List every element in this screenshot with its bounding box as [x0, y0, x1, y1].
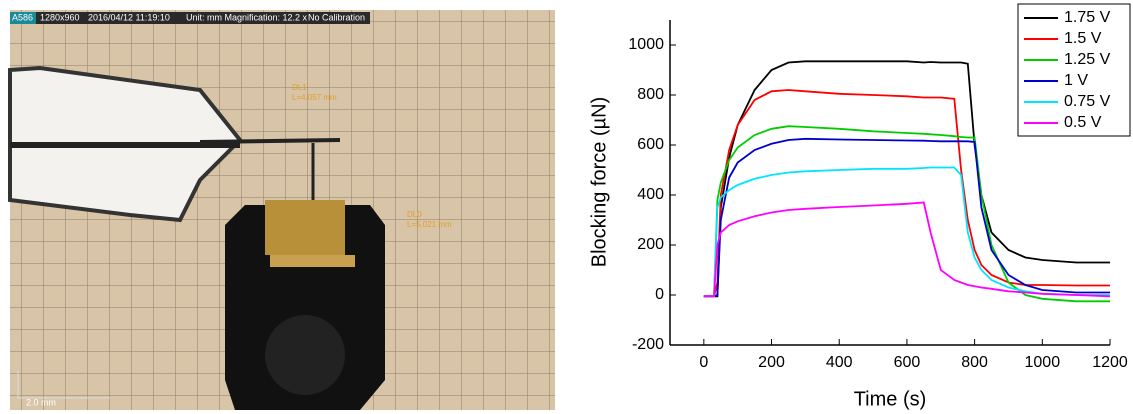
annotation: DL1 — [292, 83, 307, 92]
legend-label: 0.5 V — [1064, 114, 1102, 131]
x-tick-label: 400 — [826, 354, 853, 371]
header-text: A586 — [12, 12, 33, 22]
series-line — [703, 60, 1110, 298]
series-line — [703, 201, 1111, 298]
x-tick-label: 800 — [961, 354, 988, 371]
y-tick-label: 1000 — [628, 36, 664, 53]
series-line — [703, 166, 1110, 298]
header-text: 1280x960 — [40, 12, 80, 22]
board-hole — [265, 315, 345, 395]
legend-label: 1 V — [1064, 72, 1088, 89]
series-line — [703, 89, 1110, 298]
scale-bar — [17, 370, 110, 399]
header-bar — [10, 12, 370, 24]
legend-label: 1.75 V — [1064, 9, 1111, 26]
y-axis-label: Blocking force (µN) — [588, 97, 610, 267]
y-tick-label: 400 — [637, 186, 664, 203]
x-tick-label: 1200 — [1092, 354, 1128, 371]
legend-box — [1017, 3, 1131, 137]
chart: Blocking force (µN) Time (s) -200 0 200 400… — [588, 3, 1131, 410]
y-tick-label: 200 — [637, 236, 664, 253]
x-tick-label: 600 — [894, 354, 921, 371]
legend-label: 1.25 V — [1064, 51, 1111, 68]
header-id — [10, 12, 36, 24]
series-line — [703, 125, 1110, 303]
x-axis-label: Time (s) — [854, 388, 927, 410]
series-line — [703, 137, 1110, 298]
legend-label: 0.75 V — [1064, 93, 1111, 110]
y-tick-label: -200 — [632, 336, 664, 353]
gold-pad — [265, 200, 345, 255]
scale-bar-label: 2.0 mm — [26, 397, 56, 407]
annotation: L=4.057 mm — [292, 93, 337, 102]
y-tick-label: 600 — [637, 136, 664, 153]
gold-clamp — [270, 255, 355, 267]
actuator — [199, 138, 341, 144]
x-tick-label: 200 — [758, 354, 785, 371]
x-tick-label: 1000 — [1025, 354, 1061, 371]
header-text: 2016/04/12 11:19:10 — [88, 12, 170, 22]
x-tick-label: 0 — [699, 354, 708, 371]
annotation: L=5.021 mm — [407, 220, 452, 229]
y-tick-label: 800 — [637, 86, 664, 103]
legend-label: 1.5 V — [1064, 30, 1102, 47]
y-tick-label: 0 — [655, 286, 664, 303]
annotation: DL0 — [407, 210, 422, 219]
header-text: Unit: mm Magnification: 12.2 x — [186, 12, 308, 22]
photo: A586 1280x960 2016/04/12 11:19:10 Unit: … — [8, 10, 555, 410]
header-text: No Calibration — [308, 12, 365, 22]
